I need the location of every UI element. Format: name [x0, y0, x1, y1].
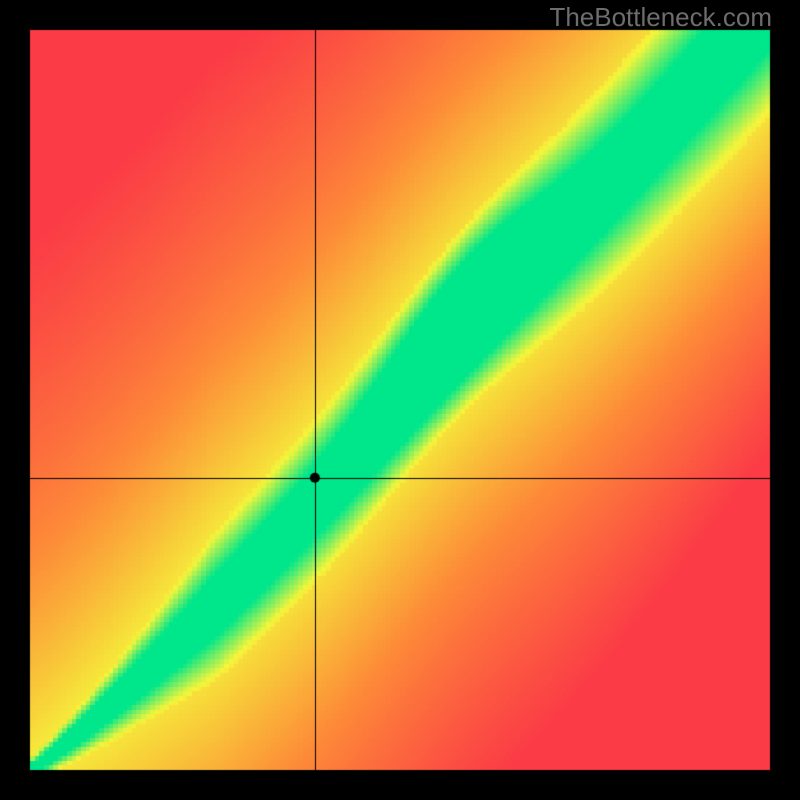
- watermark-text: TheBottleneck.com: [549, 2, 772, 33]
- bottleneck-heatmap: [0, 0, 800, 800]
- chart-container: TheBottleneck.com: [0, 0, 800, 800]
